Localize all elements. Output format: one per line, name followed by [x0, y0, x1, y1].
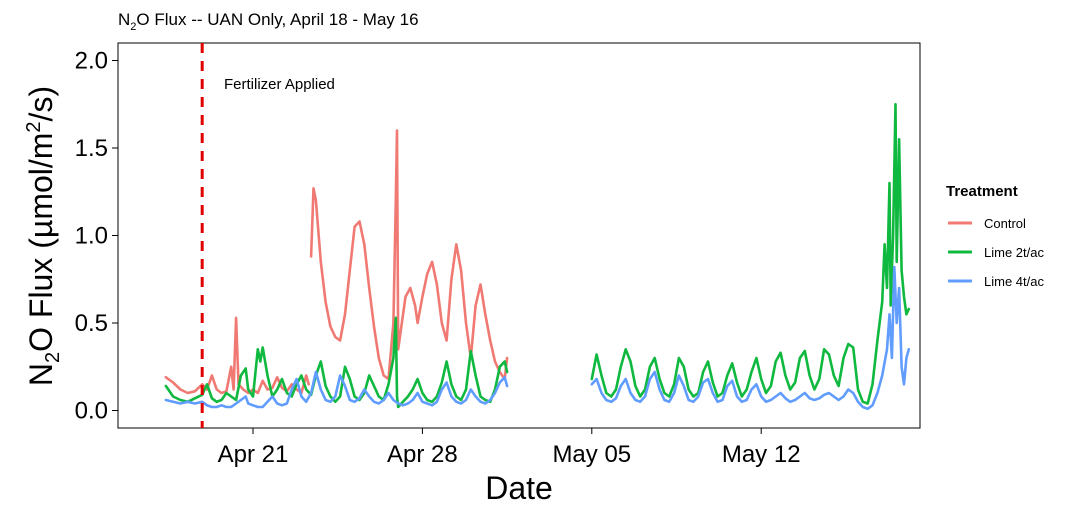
x-axis: Apr 21 Apr 28 May 05 May 12 — [218, 428, 801, 468]
y-axis: 0.0 0.5 1.0 1.5 2.0 — [75, 48, 118, 425]
legend-items: Control Lime 2t/ac Lime 4t/ac — [948, 216, 1044, 289]
legend-label-1: Control — [984, 216, 1026, 231]
legend-label-2: Lime 2t/ac — [984, 245, 1044, 260]
series-line-1-segment-1 — [164, 316, 311, 395]
x-tick-label-4: May 12 — [722, 441, 801, 468]
y-tick-label-3: 1.0 — [75, 223, 108, 250]
y-tick-label-2: 0.5 — [75, 310, 108, 337]
x-tick-label-2: Apr 28 — [387, 441, 458, 468]
fertilizer-applied-label: Fertilizer Applied — [224, 76, 335, 93]
chart-title: N2O Flux -- UAN Only, April 18 - May 16 — [118, 10, 419, 33]
y-tick-label-5: 2.0 — [75, 48, 108, 75]
x-tick-label-1: Apr 21 — [218, 441, 289, 468]
y-axis-title: N2O Flux (µmol/m2/s) — [23, 86, 64, 386]
plot-area — [164, 103, 911, 411]
legend-title: Treatment — [946, 183, 1018, 200]
series-line-3-segment-2 — [590, 265, 911, 411]
y-tick-label-4: 1.5 — [75, 135, 108, 162]
legend-label-3: Lime 4t/ac — [984, 274, 1044, 289]
series-line-3-segment-1 — [164, 370, 509, 409]
series-line-2-segment-1 — [164, 316, 509, 409]
x-tick-label-3: May 05 — [552, 441, 631, 468]
series-line-2-segment-2 — [590, 103, 911, 405]
y-tick-label-1: 0.0 — [75, 398, 108, 425]
series-line-1-segment-2 — [309, 129, 509, 381]
legend: Treatment Control Lime 2t/ac Lime 4t/ac — [946, 183, 1044, 289]
annotation-layer: Fertilizer Applied — [200, 43, 335, 428]
x-axis-title: Date — [485, 470, 553, 506]
